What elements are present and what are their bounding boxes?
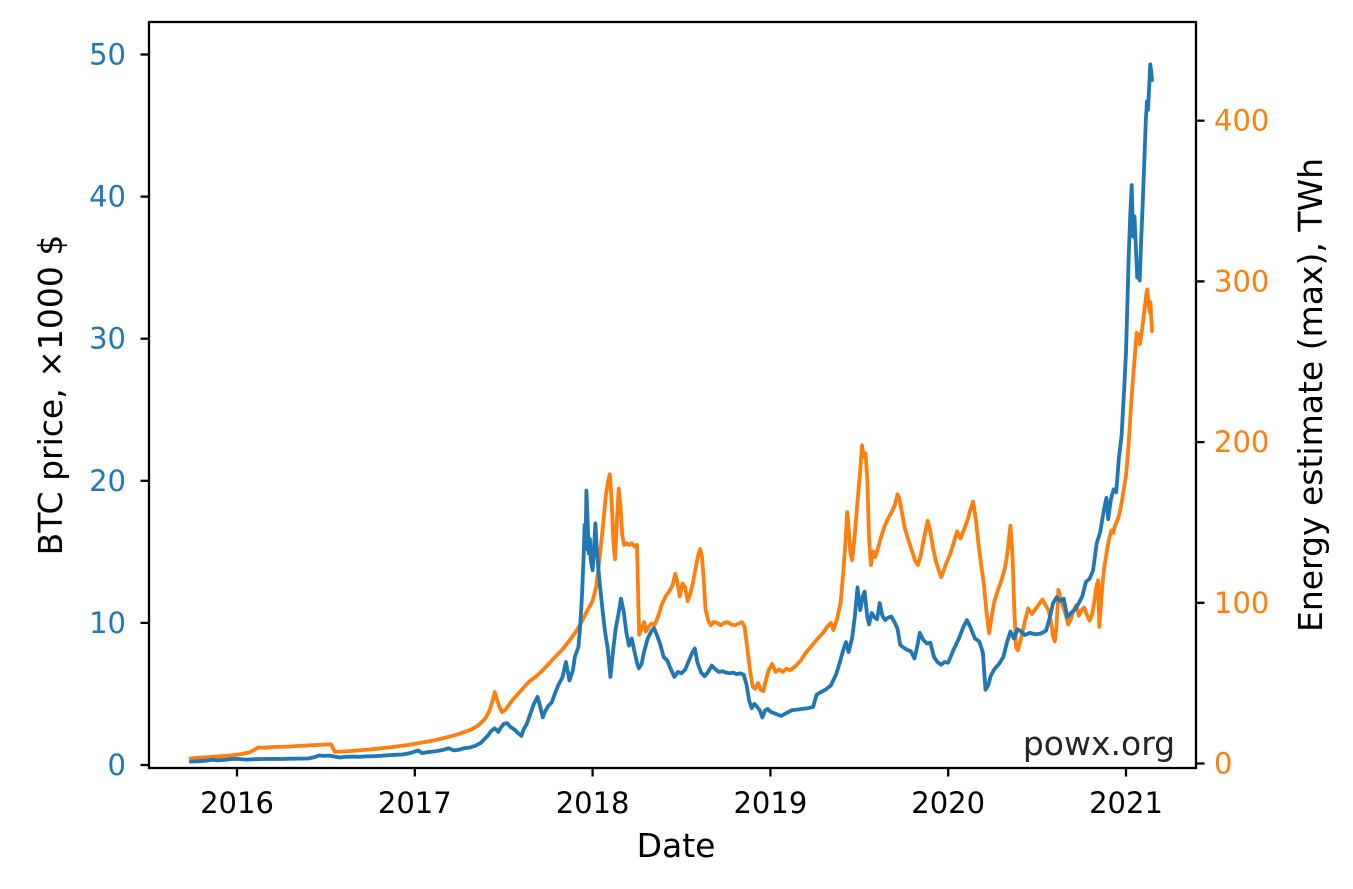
watermark: powx.org [1023,724,1175,763]
y-left-tick-label: 20 [89,464,126,498]
x-tick-label: 2017 [378,786,452,820]
y-left-tick-label: 30 [89,322,126,356]
y-right-tick-label: 100 [1214,586,1269,620]
x-axis-title: Date [637,826,716,865]
series-line-right [188,287,1154,761]
x-tick-label: 2021 [1089,786,1163,820]
series-line-left [188,62,1154,764]
x-tick-label: 2019 [733,786,807,820]
y-left-tick-label: 0 [108,748,126,782]
y-right-tick-label: 0 [1214,747,1232,781]
x-tick-label: 2018 [556,786,630,820]
y-left-tick-label: 10 [89,606,126,640]
plot-frame [147,20,1198,770]
y-left-tick-label: 50 [89,38,126,72]
y-left-axis-title: BTC price, ×1000 $ [31,235,70,556]
x-tick-label: 2016 [200,786,274,820]
y-left-tick-label: 40 [89,180,126,214]
y-right-axis-title: Energy estimate (max), TWh [1291,158,1330,632]
y-right-tick-label: 400 [1214,104,1269,138]
x-tick-label: 2020 [911,786,985,820]
y-right-tick-label: 200 [1214,425,1269,459]
y-right-tick-label: 300 [1214,264,1269,298]
